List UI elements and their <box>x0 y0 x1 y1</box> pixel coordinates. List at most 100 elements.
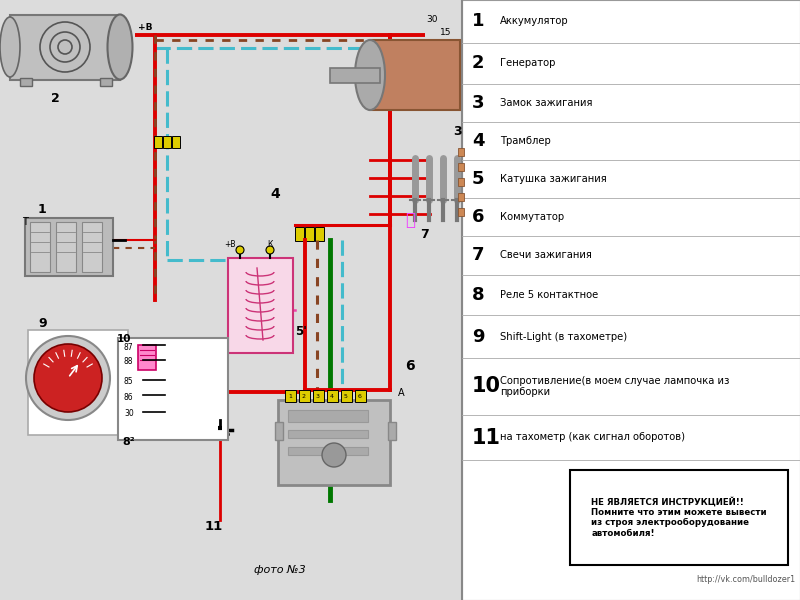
Ellipse shape <box>107 14 133 79</box>
Bar <box>275 422 283 440</box>
Bar <box>30 222 50 272</box>
Ellipse shape <box>0 17 20 77</box>
Text: Сопротивление(в моем случае лампочка из
приборки: Сопротивление(в моем случае лампочка из … <box>500 376 730 397</box>
Circle shape <box>26 336 110 420</box>
Text: 5': 5' <box>295 325 307 338</box>
Text: фото №3: фото №3 <box>254 565 306 575</box>
Bar <box>100 78 112 86</box>
Bar <box>285 390 296 402</box>
Bar <box>341 390 352 402</box>
Bar <box>228 258 293 353</box>
Text: 9: 9 <box>472 328 485 346</box>
Text: 9: 9 <box>38 317 46 330</box>
Text: 8²: 8² <box>122 437 134 447</box>
Bar <box>295 227 304 241</box>
Bar <box>138 345 156 370</box>
Text: Замок зажигания: Замок зажигания <box>500 98 593 108</box>
Text: 2: 2 <box>472 55 485 73</box>
Bar <box>172 136 180 148</box>
Bar <box>330 68 380 83</box>
Text: 30: 30 <box>124 409 134 419</box>
Ellipse shape <box>355 40 385 110</box>
Text: 6: 6 <box>358 394 362 398</box>
Bar <box>154 136 162 148</box>
Text: К: К <box>267 240 273 249</box>
Text: Т: Т <box>22 217 28 227</box>
Text: Реле 5 контактное: Реле 5 контактное <box>500 290 598 300</box>
Text: Аккумулятор: Аккумулятор <box>500 16 569 26</box>
Bar <box>458 193 464 201</box>
Bar <box>20 78 32 86</box>
Bar <box>305 227 314 241</box>
Text: 7: 7 <box>420 228 429 241</box>
Text: 6: 6 <box>405 359 414 373</box>
Bar <box>56 222 76 272</box>
Bar <box>118 338 228 440</box>
Bar <box>570 470 788 565</box>
Text: http://vk.com/bulldozer1: http://vk.com/bulldozer1 <box>696 575 795 584</box>
Bar <box>299 390 310 402</box>
Text: Свечи зажигания: Свечи зажигания <box>500 251 592 260</box>
Bar <box>458 208 464 216</box>
Text: Трамблер: Трамблер <box>500 136 550 146</box>
Text: 8: 8 <box>472 286 485 304</box>
Text: ꩜: ꩜ <box>405 211 415 229</box>
Bar <box>28 330 128 435</box>
Text: 3: 3 <box>453 125 462 138</box>
Text: +В: +В <box>138 23 153 32</box>
Text: 4: 4 <box>330 394 334 398</box>
Text: 6: 6 <box>472 208 485 226</box>
Text: 15: 15 <box>440 28 451 37</box>
Text: 87: 87 <box>124 343 134 352</box>
Text: 2: 2 <box>302 394 306 398</box>
Text: 3: 3 <box>316 394 320 398</box>
Bar <box>355 390 366 402</box>
Text: Shift-Light (в тахометре): Shift-Light (в тахометре) <box>500 331 627 341</box>
Bar <box>462 0 800 600</box>
Text: 3: 3 <box>472 94 485 112</box>
Text: 86: 86 <box>124 392 134 401</box>
Bar <box>288 410 368 422</box>
Text: 11: 11 <box>472 427 501 448</box>
Bar <box>25 218 113 276</box>
Text: 5: 5 <box>472 170 485 188</box>
Bar <box>327 390 338 402</box>
Bar <box>288 430 368 438</box>
Text: Генератор: Генератор <box>500 58 555 68</box>
Bar <box>82 222 102 272</box>
Text: 1: 1 <box>472 13 485 31</box>
Bar <box>458 163 464 171</box>
Bar <box>163 136 171 148</box>
Bar <box>10 15 120 80</box>
Bar <box>278 400 390 485</box>
Text: на тахометр (как сигнал оборотов): на тахометр (как сигнал оборотов) <box>500 433 685 443</box>
Text: A: A <box>398 388 405 398</box>
Text: 10: 10 <box>117 334 131 344</box>
Circle shape <box>236 246 244 254</box>
Text: 10: 10 <box>472 377 501 397</box>
Text: 4: 4 <box>472 132 485 150</box>
Bar <box>388 422 396 440</box>
Circle shape <box>34 344 102 412</box>
Bar <box>458 178 464 186</box>
Text: 88: 88 <box>124 358 134 367</box>
Text: НЕ ЯВЛЯЕТСЯ ИНСТРУКЦИЕЙ!!
Помните что этим можете вывести
из строя электрооборуд: НЕ ЯВЛЯЕТСЯ ИНСТРУКЦИЕЙ!! Помните что эт… <box>591 496 767 538</box>
Text: 85: 85 <box>124 377 134 386</box>
Bar <box>370 40 460 110</box>
Text: 1: 1 <box>288 394 292 398</box>
Text: Катушка зажигания: Катушка зажигания <box>500 174 606 184</box>
Text: 2: 2 <box>50 92 59 105</box>
Text: +В: +В <box>224 240 236 249</box>
Bar <box>313 390 324 402</box>
Text: 5: 5 <box>344 394 348 398</box>
Bar <box>288 447 368 455</box>
Text: Коммутатор: Коммутатор <box>500 212 564 222</box>
Bar <box>315 227 324 241</box>
Text: 1: 1 <box>38 203 46 216</box>
Bar <box>458 148 464 156</box>
Text: 30: 30 <box>426 15 438 24</box>
Bar <box>0 0 462 600</box>
Circle shape <box>266 246 274 254</box>
Text: 7: 7 <box>472 247 485 265</box>
Text: 4: 4 <box>270 187 280 201</box>
